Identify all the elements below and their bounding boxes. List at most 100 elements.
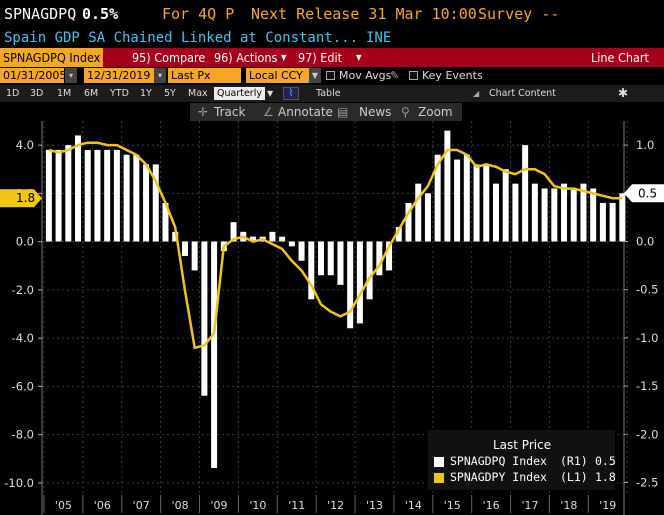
crosshair-icon[interactable]: ✛: [198, 105, 209, 119]
x-axis-ticks: '05 '06 '07 '08 '09 '10 '11 '12 '13 '14 '15 '16 '17 '…: [43, 495, 616, 513]
bar: [191, 241, 198, 271]
next-release-label: Next Release 31 Mar 10:00: [251, 5, 477, 23]
edit-menu[interactable]: 97) Edit: [298, 50, 343, 65]
bar: [181, 241, 188, 256]
right-tick-label: -2.0: [636, 427, 658, 441]
range-1y[interactable]: 1Y: [140, 88, 152, 99]
line-series: [48, 141, 623, 350]
annotate-icon[interactable]: ∠: [263, 105, 274, 119]
start-date-calendar-icon[interactable]: ▾: [65, 68, 77, 83]
frequency-select[interactable]: Quarterly: [214, 87, 265, 100]
chart-toolbar: ✛ Track ∠ Annotate ▤ News ⚲ Zoom: [190, 103, 462, 121]
chart-content-arrow-icon[interactable]: ◢: [473, 89, 480, 98]
ticker-label: SPNAGDPQ: [4, 5, 77, 23]
chart-content-button[interactable]: Chart Content: [489, 88, 556, 99]
bar-series: [45, 130, 626, 469]
bar: [561, 183, 568, 242]
x-tick-label: '06: [94, 499, 111, 512]
bar: [347, 241, 354, 329]
actions-menu[interactable]: 96) Actions: [214, 50, 278, 65]
legend-swatch-bar: [434, 457, 444, 467]
frequency-dropdown-icon[interactable]: ▼: [267, 89, 274, 98]
track-button[interactable]: Track: [214, 105, 246, 119]
range-max[interactable]: Max: [188, 88, 208, 99]
chart-area[interactable]: 4.02.00.0-2.0-4.0-6.0-8.0-10.0 1.00.50.0…: [0, 121, 664, 515]
bar: [609, 202, 616, 242]
bar: [356, 241, 363, 324]
bar: [454, 159, 461, 242]
news-button[interactable]: News: [359, 105, 392, 119]
bar: [424, 193, 431, 242]
bar: [463, 154, 470, 242]
edit-dropdown-icon[interactable]: ▼: [356, 53, 362, 62]
start-date-input[interactable]: 01/31/2005: [0, 68, 66, 83]
x-tick-label: '12: [327, 499, 344, 512]
security-field[interactable]: SPNAGDPQ Index: [0, 48, 104, 67]
bar: [541, 188, 548, 242]
right-last-value-label: 0.5: [638, 186, 657, 200]
end-date-input[interactable]: 12/31/2019: [84, 68, 154, 83]
bar: [162, 202, 169, 242]
chart-type-label: Line Chart: [591, 50, 649, 65]
left-tick-label: 0.0: [16, 235, 34, 249]
range-1m[interactable]: 1M: [57, 88, 72, 99]
bar: [551, 188, 558, 242]
left-tick-label: -2.0: [12, 283, 34, 297]
bar: [172, 231, 179, 242]
table-button[interactable]: Table: [316, 88, 341, 99]
x-tick-label: '19: [599, 499, 616, 512]
line-chart-icon[interactable]: ⌇: [283, 87, 299, 100]
currency-select[interactable]: Local CCY: [246, 68, 309, 83]
legend-label-bar: SPNAGDPQ Index: [450, 454, 547, 468]
bar: [75, 135, 82, 242]
right-tick-label: 0.0: [636, 234, 654, 248]
bar: [434, 154, 441, 242]
range-ytd[interactable]: YTD: [110, 88, 129, 99]
range-1d[interactable]: 1D: [6, 88, 20, 99]
zoom-icon[interactable]: ⚲: [401, 105, 410, 119]
source-label: INE: [366, 30, 392, 46]
legend-value-line: 1.8: [595, 470, 616, 484]
left-tick-label: 4.0: [16, 138, 34, 152]
bar: [123, 154, 130, 242]
pencil-icon[interactable]: ✎: [390, 69, 400, 82]
description-bar: Spain GDP SA Chained Linked at Constant.…: [0, 28, 664, 48]
end-date-calendar-icon[interactable]: ▾: [154, 68, 166, 83]
annotate-button[interactable]: Annotate: [278, 105, 333, 119]
right-tick-label: -1.5: [636, 379, 658, 393]
currency-dropdown-icon[interactable]: ▼: [309, 68, 321, 83]
key-events-label: Key Events: [422, 69, 483, 82]
legend-axis-bar: (R1): [560, 454, 588, 468]
bar: [327, 241, 334, 276]
news-icon[interactable]: ▤: [337, 105, 349, 119]
mov-avgs-checkbox[interactable]: [326, 71, 335, 80]
bar: [318, 241, 325, 276]
bar: [84, 149, 91, 242]
x-tick-label: '09: [210, 499, 227, 512]
bar: [386, 241, 393, 271]
right-last-value-marker: [624, 184, 664, 203]
bar: [570, 188, 577, 242]
bar: [249, 236, 256, 242]
actions-dropdown-icon[interactable]: ▼: [281, 53, 287, 62]
bar: [483, 164, 490, 242]
bar: [211, 241, 218, 469]
range-6m[interactable]: 6M: [84, 88, 99, 99]
bar: [230, 222, 237, 242]
gear-icon[interactable]: ✱: [618, 86, 629, 100]
bar: [502, 169, 509, 242]
range-5y[interactable]: 5Y: [164, 88, 176, 99]
ticker-value: 0.5%: [82, 5, 119, 23]
left-last-value-marker: [0, 189, 42, 208]
compare-menu[interactable]: 95) Compare: [132, 50, 206, 65]
bar: [143, 164, 150, 242]
bar: [133, 154, 140, 242]
key-events-checkbox[interactable]: [409, 71, 418, 80]
range-3d[interactable]: 3D: [30, 88, 44, 99]
bar: [104, 149, 111, 242]
field-select[interactable]: Last Px: [168, 68, 241, 83]
bar: [298, 241, 305, 261]
zoom-button[interactable]: Zoom: [418, 105, 453, 119]
legend-axis-line: (L1): [560, 470, 588, 484]
x-tick-label: '17: [521, 499, 538, 512]
